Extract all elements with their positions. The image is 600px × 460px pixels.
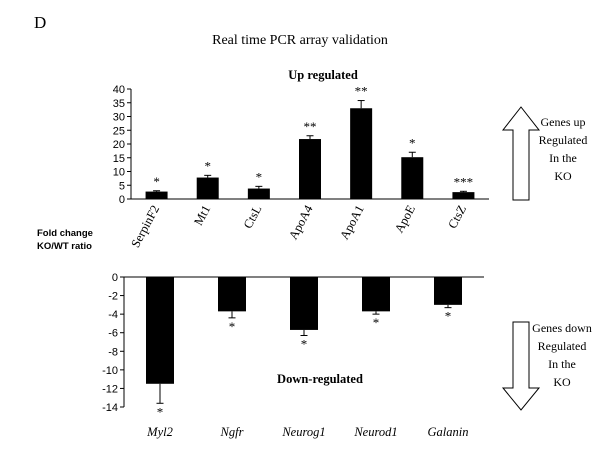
significance-label: * [409,135,416,150]
y-tick-label: 40 [113,84,125,96]
up-chart-title: Up regulated [288,68,358,82]
category-label: CtsZ [445,203,469,231]
significance-label: * [229,319,236,334]
up-note-line-3: In the [549,151,577,165]
y-tick-label: -2 [108,291,118,303]
bar [452,192,475,199]
category-label: Neurod1 [353,425,397,439]
up-note-line-4: KO [554,169,572,183]
down-note-line-2: Regulated [538,339,587,353]
y-tick-label: 15 [113,153,125,165]
y-tick-label: 30 [113,112,125,124]
y-tick-label: 5 [119,180,125,192]
category-label: Neurog1 [281,425,325,439]
bar [299,139,321,199]
down-note-line-1: Genes down [532,321,592,335]
bar [146,277,174,384]
down-note-line-4: KO [553,375,571,389]
bar [145,191,168,199]
y-axis-label-line-1: Fold change [37,228,93,239]
y-tick-label: 25 [113,125,125,137]
significance-label: * [445,309,452,324]
y-tick-label: -14 [102,402,118,414]
y-tick-label: 35 [113,98,125,110]
significance-label: * [373,315,380,330]
y-tick-label: 20 [113,139,125,151]
y-axis-label-line-2: KO/WT ratio [37,241,92,252]
category-label: ApoA1 [337,203,367,242]
significance-label: * [157,404,164,419]
category-label: ApoE [392,203,418,236]
category-label: CtsL [241,203,265,231]
up-regulated-chart: 0510152025303540*SerpinF2*Mt1*CtsL**ApoA… [113,84,489,250]
y-tick-label: 0 [119,194,125,206]
category-label: Mt1 [191,203,213,228]
down-regulated-chart: 0 -2 -4 -6 -8 -10 -12 -14 * Myl2 * Ngfr * Neurog1 * Neu… [102,272,484,439]
category-label: SerpinF2 [128,203,162,250]
significance-label: *** [454,174,474,189]
panel-label: D [34,13,46,32]
category-label: Ngfr [220,425,244,439]
significance-label: * [301,337,308,352]
down-arrow-icon [501,321,541,411]
category-label: ApoA4 [286,202,316,242]
figure-title: Real time PCR array validation [212,33,388,48]
significance-label: * [256,169,263,184]
bar [218,277,246,312]
bar [290,277,318,330]
bar [434,277,462,305]
significance-label: * [153,174,160,189]
significance-label: * [204,158,211,173]
y-tick-label: -6 [108,328,118,340]
significance-label: ** [304,119,317,134]
significance-label: ** [355,84,368,99]
bar [196,177,219,199]
bar [362,277,390,312]
bar [350,108,373,199]
category-label: Galanin [428,425,469,439]
y-tick-label: -4 [108,309,118,321]
up-note-line-2: Regulated [539,133,588,147]
y-tick-label: 10 [113,167,125,179]
up-arrow-icon [501,106,541,201]
down-chart-title: Down-regulated [277,372,363,386]
bar [401,157,424,199]
y-tick-label: -8 [108,346,118,358]
bar [247,188,270,199]
category-label: Myl2 [146,425,173,439]
y-tick-label: -12 [102,383,118,395]
down-note-line-3: In the [548,357,576,371]
y-tick-label: 0 [112,272,118,284]
y-tick-label: -10 [102,365,118,377]
up-note-line-1: Genes up [541,115,586,129]
